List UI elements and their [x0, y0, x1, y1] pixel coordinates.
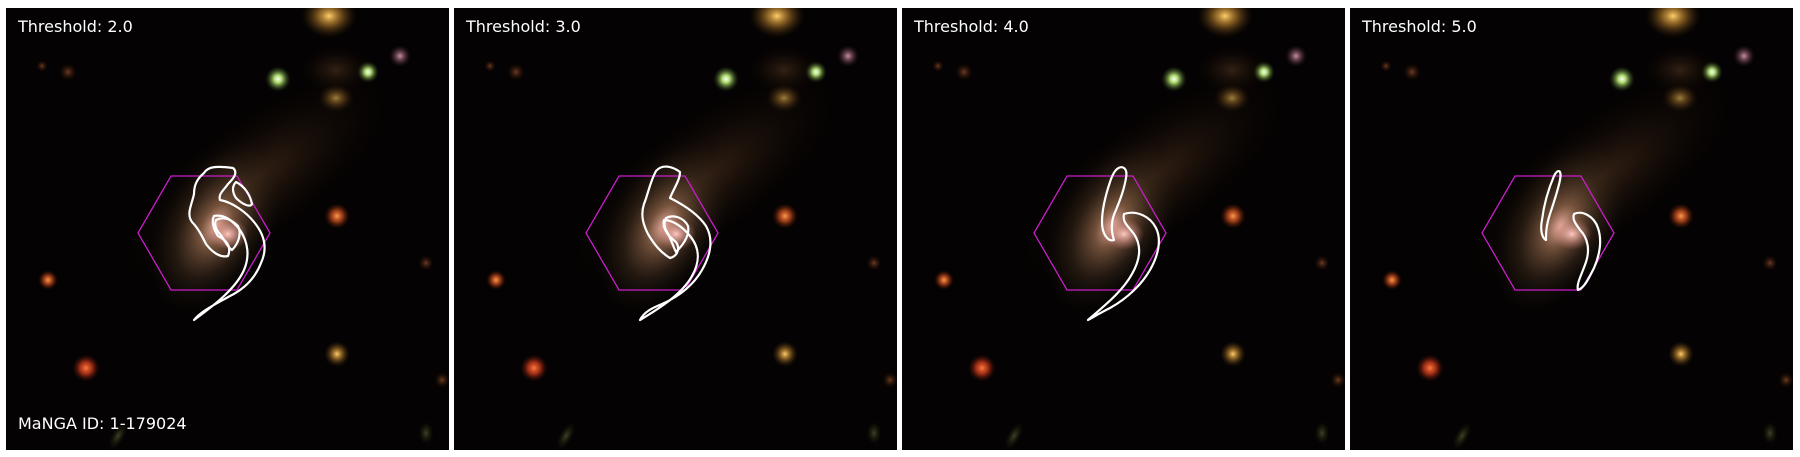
contour-left-arm	[1100, 166, 1128, 242]
sky-image	[6, 8, 449, 450]
threshold-label: Threshold: 3.0	[466, 17, 581, 36]
threshold-label: Threshold: 5.0	[1362, 17, 1477, 36]
contour-inner	[663, 215, 690, 254]
contour-outer	[638, 165, 712, 322]
ifu-hexagon	[137, 175, 271, 291]
sky-image	[454, 8, 897, 450]
contour-left-arm	[1540, 170, 1562, 242]
threshold-label: Threshold: 2.0	[18, 17, 133, 36]
threshold-label: Threshold: 4.0	[914, 17, 1029, 36]
image-panel-threshold-4: Threshold: 4.0	[902, 8, 1345, 450]
contour-inner	[214, 217, 241, 252]
image-panel-threshold-2: Threshold: 2.0 MaNGA ID: 1-179024	[6, 8, 449, 450]
manga-id-label: MaNGA ID: 1-179024	[18, 414, 187, 433]
image-panel-threshold-5: Threshold: 5.0	[1350, 8, 1793, 450]
sky-image	[902, 8, 1345, 450]
ifu-hexagon	[1481, 175, 1615, 291]
contour-outer	[188, 165, 266, 322]
contour-right-arm	[1086, 211, 1160, 322]
contour-lobe	[231, 180, 254, 207]
image-panel-threshold-3: Threshold: 3.0	[454, 8, 897, 450]
sky-image	[1350, 8, 1793, 450]
contour-right-arm	[1572, 211, 1602, 292]
